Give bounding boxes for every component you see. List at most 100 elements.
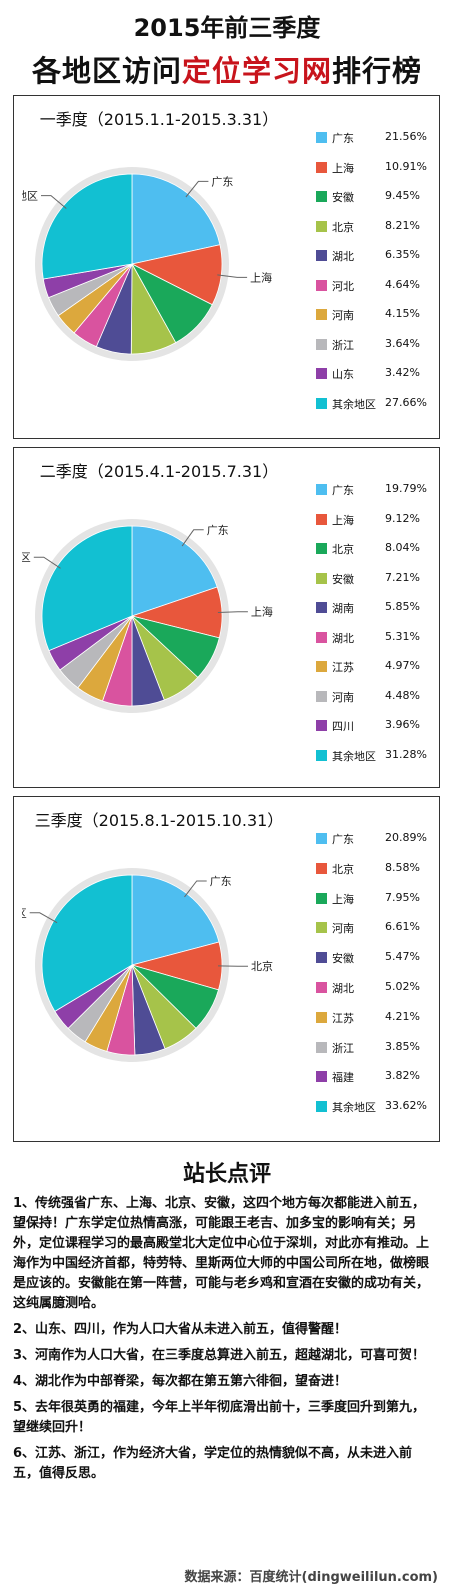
legend-swatch: [316, 690, 327, 702]
legend-swatch: [316, 132, 327, 143]
legend-item: 河南 4.15%: [312, 305, 437, 325]
chart-panel-q1: 一季度（2015.1.1-2015.3.31） 广东上海其余地区 广东21.56…: [13, 95, 440, 439]
legend-swatch: [316, 279, 327, 291]
legend-swatch: [316, 892, 327, 904]
callout-line: [41, 195, 67, 209]
legend-label: 河南: [332, 309, 354, 322]
legend-value: 3.42%: [385, 366, 420, 379]
legend-swatch: [316, 862, 327, 874]
legend-value: 8.04%: [385, 541, 420, 554]
legend-swatch: [316, 1071, 327, 1083]
legend-value: 3.85%: [385, 1039, 420, 1053]
title-highlight: 定位学习网: [181, 54, 332, 88]
legend-item: 湖北 6.35%: [312, 246, 437, 266]
legend-value: 4.64%: [385, 277, 420, 291]
callout-line: [217, 274, 248, 278]
legend-swatch: [316, 1011, 327, 1023]
legend-swatch: [316, 602, 327, 613]
legend-label: 河南: [332, 690, 354, 704]
legend-label: 安徽: [332, 191, 354, 204]
legend-value: 5.02%: [385, 980, 420, 993]
legend-label: 江苏: [332, 661, 354, 674]
legend-swatch: [316, 220, 327, 232]
callout-line: [33, 556, 61, 569]
legend-value: 5.85%: [385, 600, 420, 613]
pie-slice-其余地区: [41, 173, 133, 280]
legend-label: 浙江: [332, 1041, 354, 1055]
review-item: 3、河南作为人口大省，在三季度总算进入前五，超越湖北，可喜可贺！: [13, 1348, 426, 1363]
title-suffix: 排行榜: [332, 54, 423, 88]
callout-label: 其余地区: [22, 550, 31, 564]
legend-value: 4.48%: [385, 688, 420, 702]
legend-value: 9.12%: [385, 511, 420, 525]
legend-value: 8.58%: [385, 860, 420, 874]
legend-label: 其余地区: [332, 1101, 376, 1115]
chart-title: 三季度（2015.8.1-2015.10.31）: [34, 811, 284, 830]
legend-value: 5.31%: [385, 629, 420, 643]
legend-label: 上海: [332, 161, 354, 175]
legend-value: 7.21%: [385, 570, 420, 584]
legend-item: 北京 8.21%: [312, 217, 437, 237]
review-item: 2、山东、四川，作为人口大省从未进入前五，值得警醒！: [13, 1322, 348, 1337]
callout-line: [185, 180, 209, 198]
callout-label: 其余地区: [22, 189, 38, 203]
legend-label: 河北: [332, 279, 354, 293]
legend-label: 北京: [332, 220, 354, 234]
legend-value: 33.62%: [385, 1099, 427, 1113]
callout-label: 北京: [251, 959, 273, 973]
review-item: 4、湖北作为中部脊梁，每次都在第五第六徘徊，望奋进！: [13, 1374, 348, 1389]
legend-value: 3.82%: [385, 1069, 420, 1083]
legend-label: 湖南: [332, 602, 354, 615]
legend-item: 广东 19.79%: [312, 480, 437, 500]
legend-label: 广东: [332, 484, 354, 497]
chart-panel-q3: 三季度（2015.8.1-2015.10.31） 广东北京其余地区 广东20.8…: [13, 796, 440, 1142]
legend-swatch: [316, 250, 327, 261]
legend-value: 5.47%: [385, 950, 420, 964]
review-item: 5、去年很英勇的福建，今年上半年彻底滑出前十，三季度回升到第九，望继续回升！: [13, 1400, 426, 1435]
review-item: 1、传统强省广东、上海、北京、安徽，这四个地方每次都能进入前五，望保持！广东学定…: [13, 1196, 430, 1311]
legend-item: 江苏 4.21%: [312, 1008, 437, 1028]
legend-label: 北京: [332, 543, 354, 556]
legend-swatch: [316, 720, 327, 731]
legend-swatch: [316, 397, 327, 409]
legend-value: 7.95%: [385, 890, 420, 904]
legend-item: 四川 3.96%: [312, 716, 437, 736]
legend-value: 10.91%: [385, 159, 427, 173]
legend-swatch: [316, 543, 327, 554]
callout-label: 其余地区: [22, 906, 27, 920]
legend-label: 广东: [332, 132, 354, 145]
legend-swatch: [316, 952, 327, 964]
legend-label: 广东: [332, 833, 354, 846]
legend-value: 19.79%: [385, 482, 427, 495]
legend-item: 其余地区 31.28%: [312, 746, 437, 766]
legend-label: 河南: [332, 922, 354, 936]
legend-item: 上海 9.12%: [312, 510, 437, 530]
legend-label: 福建: [332, 1071, 354, 1085]
legend-label: 其余地区: [332, 749, 376, 763]
legend-item: 江苏 4.97%: [312, 657, 437, 677]
legend-item: 河南 6.61%: [312, 918, 437, 938]
legend-item: 浙江 3.85%: [312, 1038, 437, 1058]
legend-swatch: [316, 191, 327, 202]
legend-swatch: [316, 161, 327, 173]
legend-value: 20.89%: [385, 831, 427, 844]
legend-swatch: [316, 833, 327, 844]
legend-value: 3.96%: [385, 718, 420, 731]
callout-line: [181, 529, 204, 547]
title-line-1: 2015年前三季度: [133, 14, 321, 42]
legend-label: 北京: [332, 862, 354, 876]
callout-line: [29, 912, 58, 924]
callout-label: 广东: [210, 875, 232, 888]
chart-panel-q2: 二季度（2015.4.1-2015.7.31） 广东上海其余地区 广东19.79…: [13, 447, 440, 788]
legend-item: 安徽 9.45%: [312, 187, 437, 207]
legend-label: 四川: [332, 720, 354, 733]
legend-item: 福建 3.82%: [312, 1067, 437, 1087]
legend-swatch: [316, 749, 327, 761]
review-title: 站长点评: [182, 1162, 271, 1187]
title-prefix: 各地区访问: [31, 54, 182, 88]
legend-value: 4.21%: [385, 1009, 420, 1023]
legend-swatch: [316, 513, 327, 525]
review-item: 6、江苏、浙江，作为经济大省，学定位的热情貌似不高，从未进入前五，值得反思。: [13, 1446, 413, 1481]
